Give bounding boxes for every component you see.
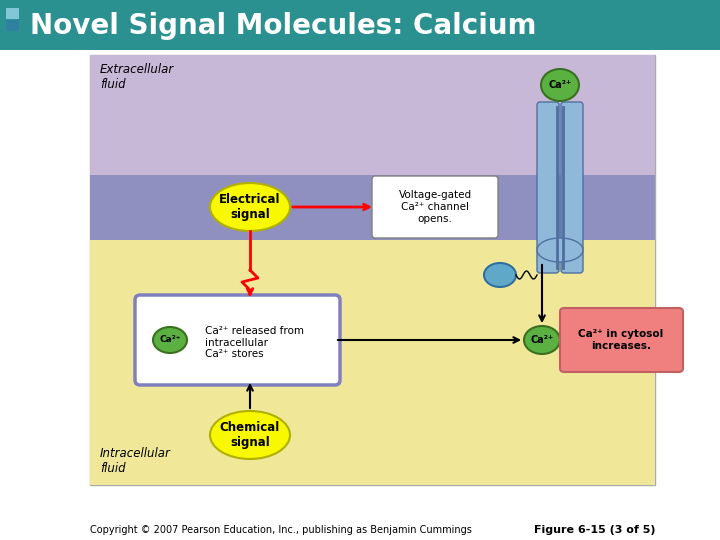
Text: Ca²⁺ in cytosol
increases.: Ca²⁺ in cytosol increases. — [578, 329, 664, 351]
FancyBboxPatch shape — [6, 20, 19, 31]
Ellipse shape — [484, 263, 516, 287]
FancyBboxPatch shape — [90, 240, 655, 485]
FancyBboxPatch shape — [90, 175, 655, 240]
FancyBboxPatch shape — [537, 102, 559, 273]
FancyBboxPatch shape — [6, 8, 19, 19]
Ellipse shape — [541, 69, 579, 101]
Ellipse shape — [210, 183, 290, 231]
FancyBboxPatch shape — [135, 295, 340, 385]
Ellipse shape — [210, 411, 290, 459]
Text: Copyright © 2007 Pearson Education, Inc., publishing as Benjamin Cummings: Copyright © 2007 Pearson Education, Inc.… — [90, 525, 472, 535]
FancyBboxPatch shape — [6, 32, 19, 43]
Text: Ca²⁺ released from
intracellular
Ca²⁺ stores: Ca²⁺ released from intracellular Ca²⁺ st… — [205, 326, 304, 359]
FancyBboxPatch shape — [90, 55, 655, 485]
Ellipse shape — [524, 326, 560, 354]
Text: Ca²⁺: Ca²⁺ — [549, 80, 572, 90]
FancyBboxPatch shape — [90, 55, 655, 175]
FancyBboxPatch shape — [372, 176, 498, 238]
FancyBboxPatch shape — [560, 308, 683, 372]
Text: Ca²⁺: Ca²⁺ — [531, 335, 554, 345]
FancyBboxPatch shape — [0, 0, 720, 50]
Text: Voltage-gated
Ca²⁺ channel
opens.: Voltage-gated Ca²⁺ channel opens. — [398, 191, 472, 224]
Text: Novel Signal Molecules: Calcium: Novel Signal Molecules: Calcium — [30, 12, 536, 40]
Text: Intracellular
fluid: Intracellular fluid — [100, 447, 171, 475]
Text: Figure 6-15 (3 of 5): Figure 6-15 (3 of 5) — [534, 525, 655, 535]
Ellipse shape — [153, 327, 187, 353]
Text: Electrical
signal: Electrical signal — [220, 193, 281, 221]
Ellipse shape — [537, 238, 583, 262]
FancyBboxPatch shape — [561, 102, 583, 273]
Text: Chemical
signal: Chemical signal — [220, 421, 280, 449]
Text: Extracellular
fluid: Extracellular fluid — [100, 63, 174, 91]
Text: Ca²⁺: Ca²⁺ — [159, 335, 181, 345]
